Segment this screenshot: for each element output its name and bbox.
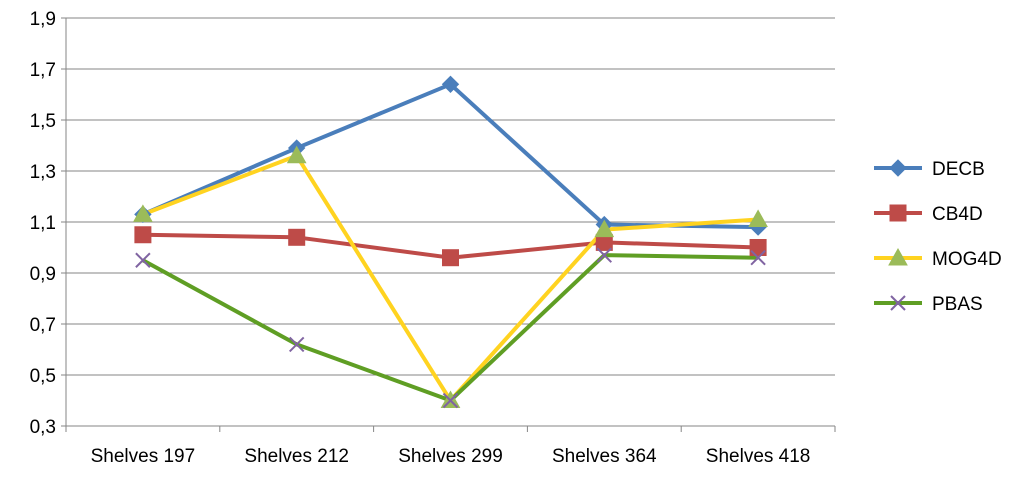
x-tick-label: Shelves 364 xyxy=(552,446,657,467)
markers-mog4d xyxy=(133,145,768,408)
cross-stroke xyxy=(596,247,613,263)
legend-item-pbas: PBAS xyxy=(874,294,983,315)
markers-decb xyxy=(134,75,767,236)
cross-stroke xyxy=(442,392,459,409)
triangle-marker xyxy=(133,204,153,222)
legend-item-cb4d: CB4D xyxy=(874,204,983,225)
legend-item-mog4d: MOG4D xyxy=(874,247,1002,270)
y-tick-label: 1,7 xyxy=(30,60,56,81)
series-line xyxy=(142,82,759,230)
y-tick-label: 0,5 xyxy=(30,366,56,387)
triangle-marker xyxy=(594,219,615,238)
series-line xyxy=(142,153,759,403)
cross-marker xyxy=(135,252,151,268)
y-tick-label: 1,5 xyxy=(30,111,56,132)
triangle-marker xyxy=(286,145,307,164)
square-marker xyxy=(442,249,459,267)
series-decb xyxy=(142,82,759,230)
triangle-marker xyxy=(748,209,768,227)
x-tick-label: Shelves 299 xyxy=(398,446,503,467)
legend-label: PBAS xyxy=(932,294,983,315)
y-tick-label: 1,1 xyxy=(30,213,56,234)
series-line xyxy=(141,253,759,403)
cross-stroke xyxy=(288,336,305,353)
square-marker xyxy=(134,226,152,244)
cross-marker xyxy=(442,392,459,409)
legend-label: MOG4D xyxy=(932,249,1002,270)
x-tick-label: Shelves 212 xyxy=(244,446,349,467)
cross-marker xyxy=(288,336,305,353)
cross-stroke xyxy=(135,252,151,268)
y-tick-label: 1,9 xyxy=(30,9,56,30)
diamond-marker xyxy=(889,159,907,177)
cross-marker xyxy=(890,295,906,311)
x-tick-label: Shelves 418 xyxy=(706,446,811,467)
y-tick-label: 0,7 xyxy=(30,315,56,336)
markers-cb4d xyxy=(134,226,767,267)
plot-area xyxy=(133,75,768,409)
legend-item-decb: DECB xyxy=(874,159,985,180)
cross-marker xyxy=(750,249,766,266)
gridlines xyxy=(66,17,835,376)
cross-stroke xyxy=(890,295,906,311)
y-axis: 0,3 0,5 0,7 0,9 1,1 1,3 1,5 1,7 1,9 xyxy=(30,9,67,438)
legend: DECB CB4D MOG4D PBAS xyxy=(874,159,1002,315)
diamond-marker xyxy=(441,75,460,94)
markers-pbas xyxy=(135,247,766,409)
series-pbas xyxy=(141,253,759,403)
x-axis: Shelves 197 Shelves 212 Shelves 299 Shelves… xyxy=(65,425,836,467)
legend-label: CB4D xyxy=(932,204,983,225)
cross-stroke xyxy=(750,249,766,266)
series-mog4d xyxy=(142,153,759,403)
y-tick-label: 1,3 xyxy=(30,162,56,183)
square-marker xyxy=(889,204,907,222)
y-tick-label: 0,9 xyxy=(30,264,56,285)
square-marker xyxy=(288,228,306,246)
square-marker xyxy=(749,239,767,256)
legend-label: DECB xyxy=(932,159,985,180)
y-tick-label: 0,3 xyxy=(30,417,56,438)
cross-marker xyxy=(596,247,613,263)
triangle-marker xyxy=(888,247,908,266)
x-tick-label: Shelves 197 xyxy=(91,446,196,467)
